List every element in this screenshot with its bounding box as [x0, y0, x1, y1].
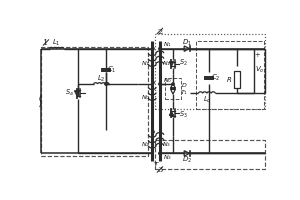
Text: $S_a$: $S_a$: [65, 88, 74, 98]
Bar: [155, 34, 266, 109]
Bar: [155, 140, 266, 169]
Text: $V_o$: $V_o$: [255, 65, 265, 75]
Polygon shape: [169, 111, 173, 115]
Text: $D_2$: $D_2$: [182, 154, 192, 165]
Text: 1: 1: [43, 39, 49, 47]
Bar: [196, 41, 264, 109]
Polygon shape: [184, 46, 190, 51]
Text: $R$: $R$: [226, 75, 232, 84]
Text: $T$: $T$: [153, 160, 159, 169]
Text: $L_o$: $L_o$: [202, 94, 211, 105]
Bar: [165, 78, 181, 99]
Text: $L_2$: $L_2$: [97, 74, 106, 84]
Text: $C_2$: $C_2$: [212, 73, 221, 83]
Circle shape: [159, 47, 161, 50]
Circle shape: [172, 83, 174, 85]
Circle shape: [152, 131, 154, 133]
Circle shape: [152, 81, 154, 84]
Circle shape: [152, 47, 154, 50]
Text: $D$: $D$: [181, 81, 187, 89]
Text: $N_1$: $N_1$: [163, 40, 172, 49]
Circle shape: [159, 152, 161, 155]
Text: 2: 2: [157, 28, 163, 36]
Polygon shape: [171, 83, 175, 88]
Polygon shape: [184, 151, 190, 156]
Text: $D_1$: $D_1$: [182, 37, 192, 48]
Text: $N_3$: $N_3$: [162, 140, 171, 149]
Text: $S_3$: $S_3$: [179, 110, 188, 120]
Bar: [40, 47, 148, 156]
Text: +: +: [254, 51, 260, 59]
Circle shape: [105, 83, 107, 85]
Text: $N_1$: $N_1$: [162, 60, 171, 68]
Polygon shape: [75, 91, 79, 95]
Text: $N_2$: $N_2$: [141, 140, 150, 149]
Text: $T_1$: $T_1$: [180, 88, 188, 97]
Text: $N_3$: $N_3$: [163, 153, 172, 162]
Text: $N_1$: $N_1$: [141, 60, 150, 68]
Text: $L_1$: $L_1$: [52, 38, 61, 48]
Text: $C_1$: $C_1$: [106, 65, 116, 75]
Text: $N_0$: $N_0$: [163, 76, 172, 85]
Polygon shape: [171, 89, 175, 94]
Text: 3: 3: [157, 166, 163, 174]
Polygon shape: [169, 62, 173, 66]
Circle shape: [159, 83, 161, 85]
Text: $S_2$: $S_2$: [179, 57, 188, 68]
Text: $N_0$: $N_0$: [141, 93, 150, 102]
Bar: [234, 71, 240, 88]
